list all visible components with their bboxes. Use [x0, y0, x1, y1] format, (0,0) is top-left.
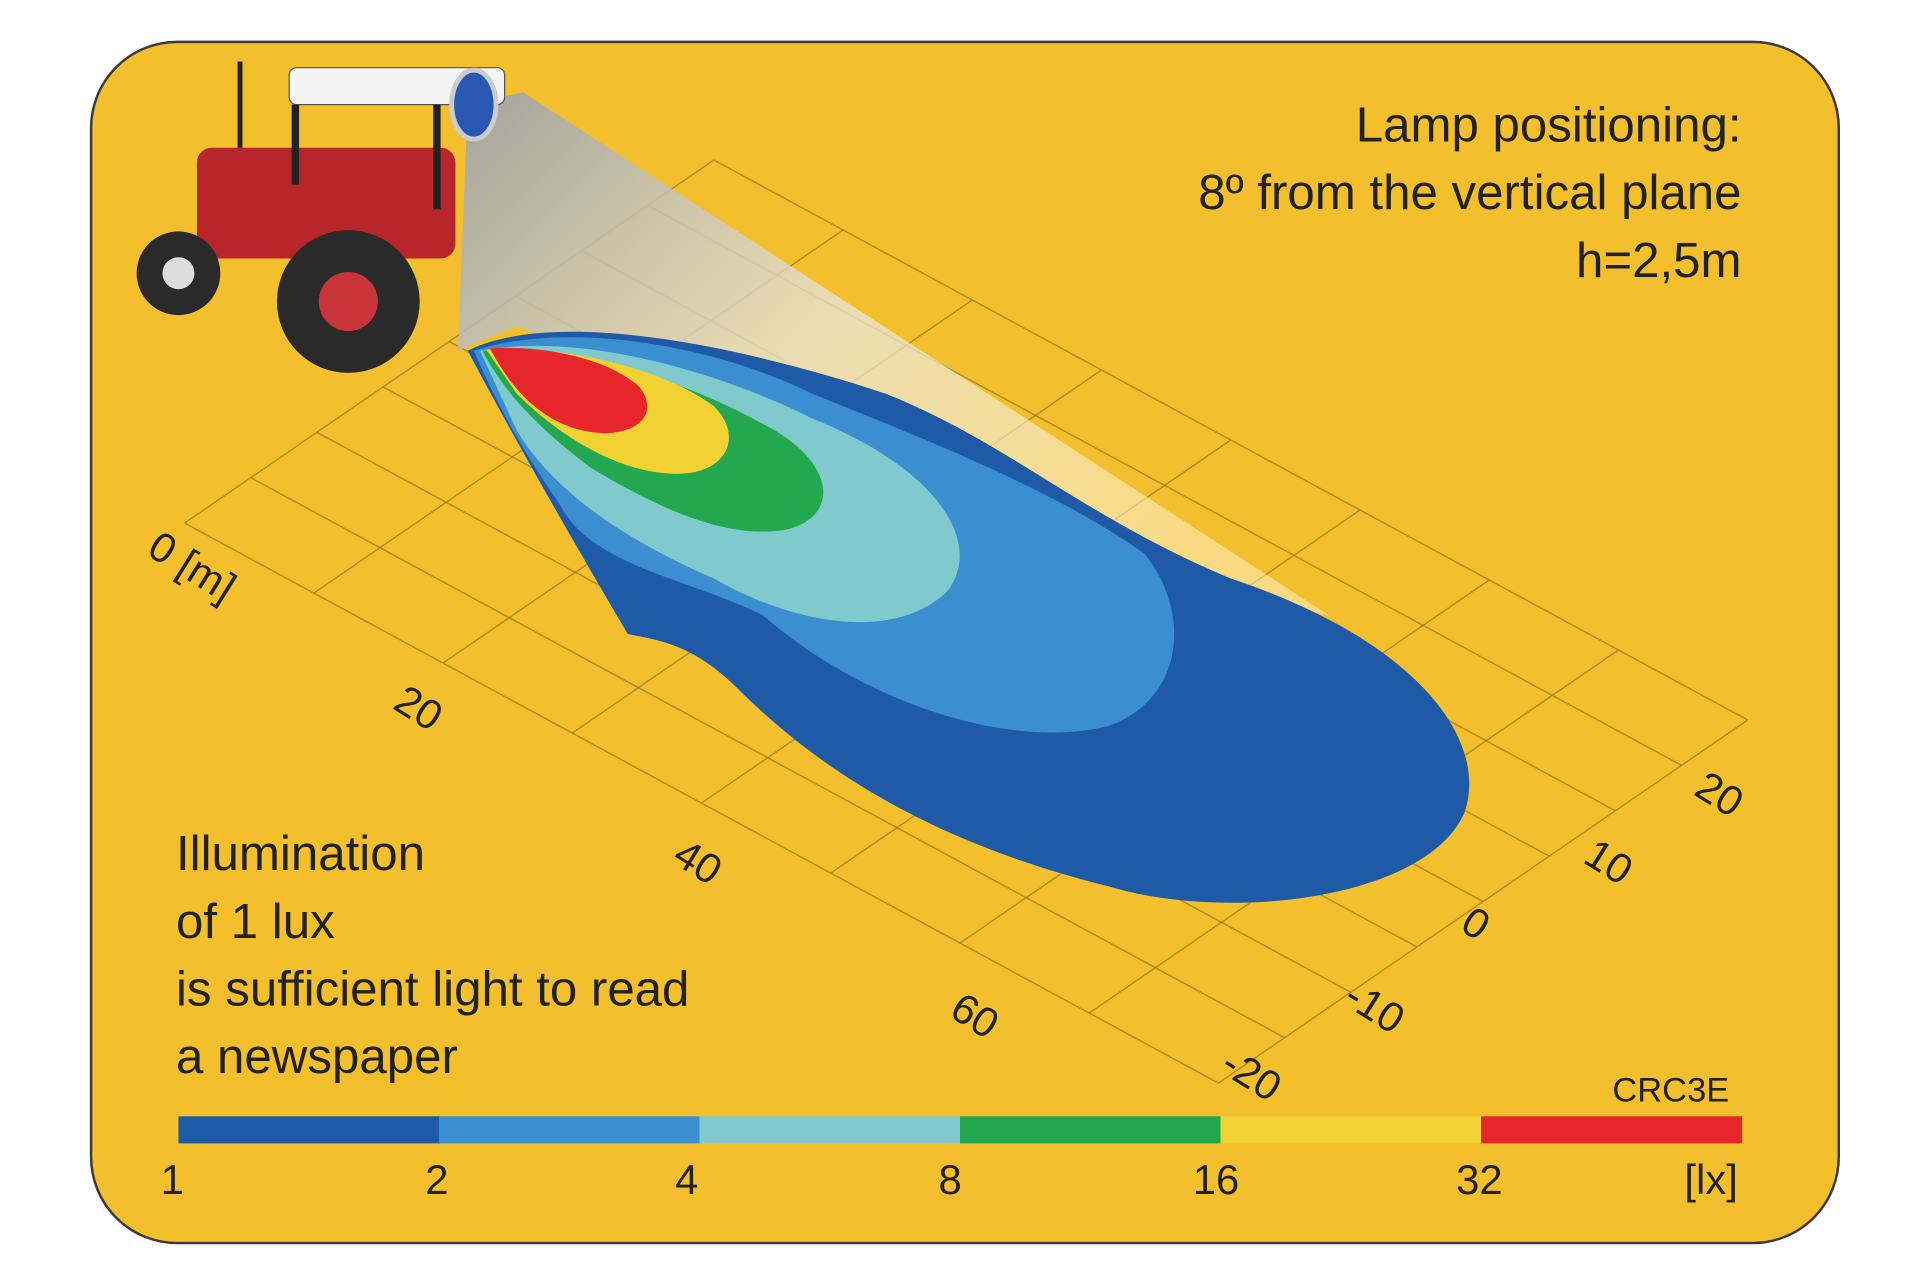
header-line: 8º from the vertical plane: [1198, 165, 1741, 220]
note-line: Illumination: [176, 826, 425, 881]
note-line: of 1 lux: [176, 894, 335, 949]
legend-stop: 32: [1456, 1156, 1503, 1203]
grid-line: [1218, 719, 1749, 1084]
legend-stop: 4: [675, 1156, 698, 1203]
illuminance-contours: [467, 331, 1470, 903]
grid-line: [713, 159, 1749, 721]
header-line: Lamp positioning:: [1356, 98, 1742, 153]
contour: [489, 347, 648, 434]
labels: Lamp positioning: 8º from the vertical pl…: [140, 98, 1751, 1111]
legend-stop: 16: [1193, 1156, 1240, 1203]
legend-swatch: [1481, 1116, 1743, 1144]
legend: 1 2 4 8 16 32 [lx]: [161, 1116, 1743, 1203]
legend-swatch: [178, 1116, 440, 1144]
legend-stop: 1: [161, 1156, 184, 1203]
note-line: a newspaper: [176, 1029, 458, 1084]
rear-hub: [318, 272, 378, 332]
light-beam: [457, 92, 1330, 616]
header-line: h=2,5m: [1576, 233, 1742, 288]
legend-swatch: [699, 1116, 961, 1144]
legend-stop: 2: [425, 1156, 448, 1203]
note-line: is sufficient light to read: [176, 962, 689, 1017]
legend-swatch: [1220, 1116, 1482, 1144]
tractor: [136, 61, 506, 373]
model-code: CRC3E: [1612, 1072, 1729, 1110]
legend-swatch: [438, 1116, 701, 1144]
legend-unit: [lx]: [1684, 1156, 1737, 1203]
legend-swatch: [960, 1116, 1222, 1144]
tractor-body: [196, 147, 456, 259]
legend-stop: 8: [939, 1156, 962, 1203]
front-hub: [162, 257, 195, 290]
lamp: [449, 67, 499, 142]
